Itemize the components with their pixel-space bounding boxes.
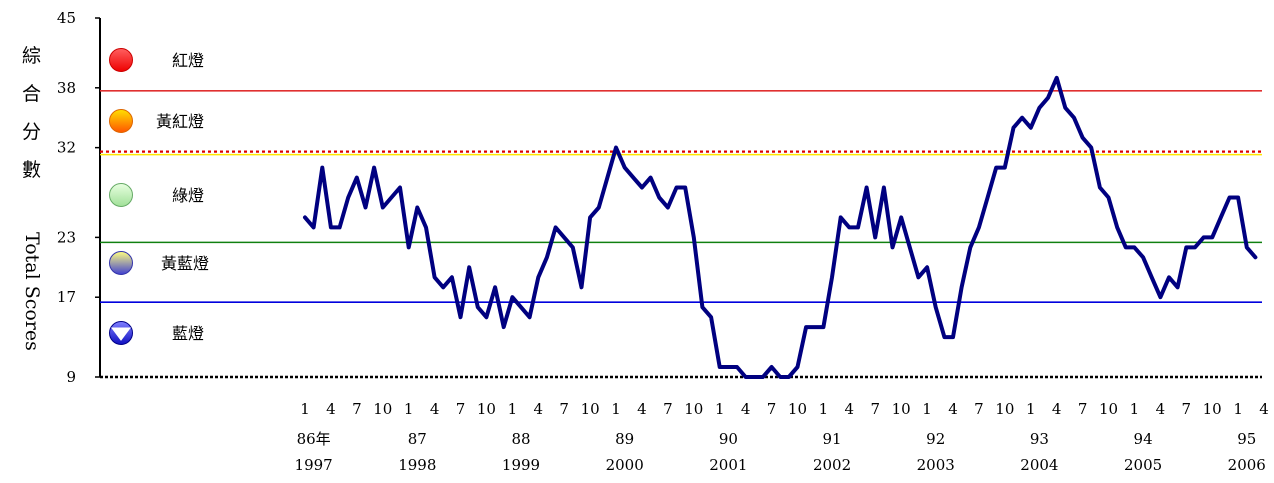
x-year-roc-label: 93 <box>1030 430 1049 448</box>
x-month-label: 7 <box>1182 400 1192 418</box>
x-month-label: 7 <box>663 400 673 418</box>
y-tick-label: 32 <box>57 139 76 157</box>
legend-label: 綠燈 <box>172 186 204 205</box>
x-year-ad-label: 1999 <box>502 456 540 474</box>
y-axis: 9 17 23 32 38 45 <box>57 9 101 386</box>
x-year-ad-label: 2006 <box>1228 456 1266 474</box>
x-month-label: 4 <box>534 400 544 418</box>
x-month-label: 4 <box>1259 400 1269 418</box>
y-tick-label: 38 <box>57 79 76 97</box>
x-year-ad-label: 2003 <box>917 456 955 474</box>
x-year-roc-label: 89 <box>615 430 634 448</box>
x-year-ad-label: 2000 <box>606 456 644 474</box>
x-month-label: 7 <box>1078 400 1088 418</box>
x-year-roc-label: 95 <box>1237 430 1256 448</box>
red-light-icon <box>109 48 133 72</box>
x-year-roc-label: 92 <box>926 430 945 448</box>
y-axis-title-cn-char: 合 <box>22 83 41 105</box>
x-month-label: 4 <box>326 400 336 418</box>
legend-label: 藍燈 <box>172 324 204 343</box>
x-month-label: 4 <box>637 400 647 418</box>
x-month-label: 7 <box>352 400 362 418</box>
x-year-ad-label: 2005 <box>1124 456 1162 474</box>
x-year-roc-label: 86年 <box>297 430 331 448</box>
series-layer <box>303 75 1258 379</box>
x-year-ad-label: 1997 <box>295 456 333 474</box>
x-month-label: 10 <box>1203 400 1222 418</box>
x-month-label: 7 <box>870 400 880 418</box>
x-month-label: 4 <box>1156 400 1166 418</box>
x-month-label: 10 <box>684 400 703 418</box>
y-axis-title-cn-char: 綜 <box>22 45 41 67</box>
x-month-label: 7 <box>974 400 984 418</box>
x-month-label: 4 <box>1052 400 1062 418</box>
y-axis-title-cn-char: 分 <box>22 121 41 143</box>
y-tick-label: 23 <box>57 228 76 246</box>
y-axis-title-cn-char: 數 <box>22 159 41 181</box>
x-month-label: 7 <box>456 400 466 418</box>
x-year-roc-label: 87 <box>408 430 427 448</box>
green-light-icon <box>109 183 133 207</box>
x-month-label: 10 <box>581 400 600 418</box>
yellow-red-light-icon <box>109 109 133 133</box>
y-tick-label: 45 <box>57 9 76 27</box>
y-tick-label: 17 <box>57 288 76 306</box>
x-year-roc-label: 90 <box>719 430 738 448</box>
x-month-label: 4 <box>845 400 855 418</box>
x-month-label: 10 <box>373 400 392 418</box>
y-tick-label: 9 <box>66 368 76 386</box>
x-month-label: 4 <box>948 400 958 418</box>
legend-label: 黃紅燈 <box>156 112 204 131</box>
x-month-label: 1 <box>1130 400 1140 418</box>
x-month-label: 4 <box>741 400 751 418</box>
x-year-ad-label: 2004 <box>1020 456 1058 474</box>
x-month-label: 10 <box>788 400 807 418</box>
yellow-blue-light-icon <box>109 251 133 275</box>
x-year-ad-label: 2001 <box>709 456 747 474</box>
y-axis-title-en: Total Scores <box>21 232 43 351</box>
x-month-label: 1 <box>1026 400 1036 418</box>
x-month-label: 10 <box>892 400 911 418</box>
down-triangle-icon <box>111 327 131 341</box>
x-month-label: 7 <box>559 400 569 418</box>
legend-label: 黃藍燈 <box>161 254 209 273</box>
x-year-roc-label: 94 <box>1134 430 1153 448</box>
x-month-label: 1 <box>715 400 725 418</box>
x-month-label: 1 <box>404 400 414 418</box>
y-axis-title: 綜 合 分 數 Total Scores <box>21 45 43 351</box>
legend-label: 紅燈 <box>172 51 204 70</box>
x-year-roc-label: 88 <box>511 430 530 448</box>
threshold-lines <box>100 89 1262 379</box>
x-year-roc-label: 91 <box>822 430 841 448</box>
x-year-ad-label: 2002 <box>813 456 851 474</box>
x-year-ad-label: 1998 <box>398 456 436 474</box>
x-month-label: 7 <box>767 400 777 418</box>
x-month-label: 10 <box>477 400 496 418</box>
x-month-label: 1 <box>922 400 932 418</box>
x-month-label: 4 <box>430 400 440 418</box>
x-month-label: 1 <box>300 400 310 418</box>
x-month-label: 1 <box>1233 400 1243 418</box>
x-month-label: 1 <box>611 400 621 418</box>
x-month-label: 1 <box>819 400 829 418</box>
x-month-label: 10 <box>995 400 1014 418</box>
x-axis: 1 4 7 10 1 4 7 10 1 4 7 10 1 4 7 10 1 4 7 10 1 4 7 10 1 4 7 10 1 4 7 10… <box>295 400 1269 474</box>
x-month-label: 10 <box>1099 400 1118 418</box>
x-month-label: 1 <box>508 400 518 418</box>
series-line <box>303 75 1258 379</box>
